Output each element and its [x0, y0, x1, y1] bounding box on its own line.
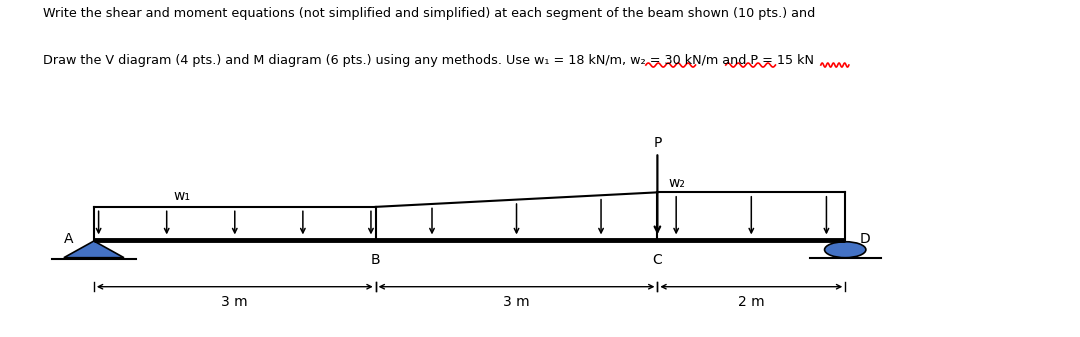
Text: C: C: [652, 253, 662, 267]
Text: w₂: w₂: [669, 176, 686, 190]
Text: 3 m: 3 m: [503, 295, 530, 309]
Text: P: P: [653, 135, 662, 150]
Text: 2 m: 2 m: [738, 295, 765, 309]
Text: A: A: [64, 232, 73, 246]
Text: 3 m: 3 m: [221, 295, 248, 309]
Polygon shape: [64, 241, 124, 258]
Ellipse shape: [824, 242, 866, 258]
Text: D: D: [860, 232, 870, 246]
Text: w₁: w₁: [174, 188, 191, 203]
Text: Draw the V diagram (4 pts.) and M diagram (6 pts.) using any methods. Use w₁ = 1: Draw the V diagram (4 pts.) and M diagra…: [43, 54, 814, 67]
Text: Write the shear and moment equations (not simplified and simplified) at each seg: Write the shear and moment equations (no…: [43, 7, 815, 20]
Text: B: B: [370, 253, 380, 267]
